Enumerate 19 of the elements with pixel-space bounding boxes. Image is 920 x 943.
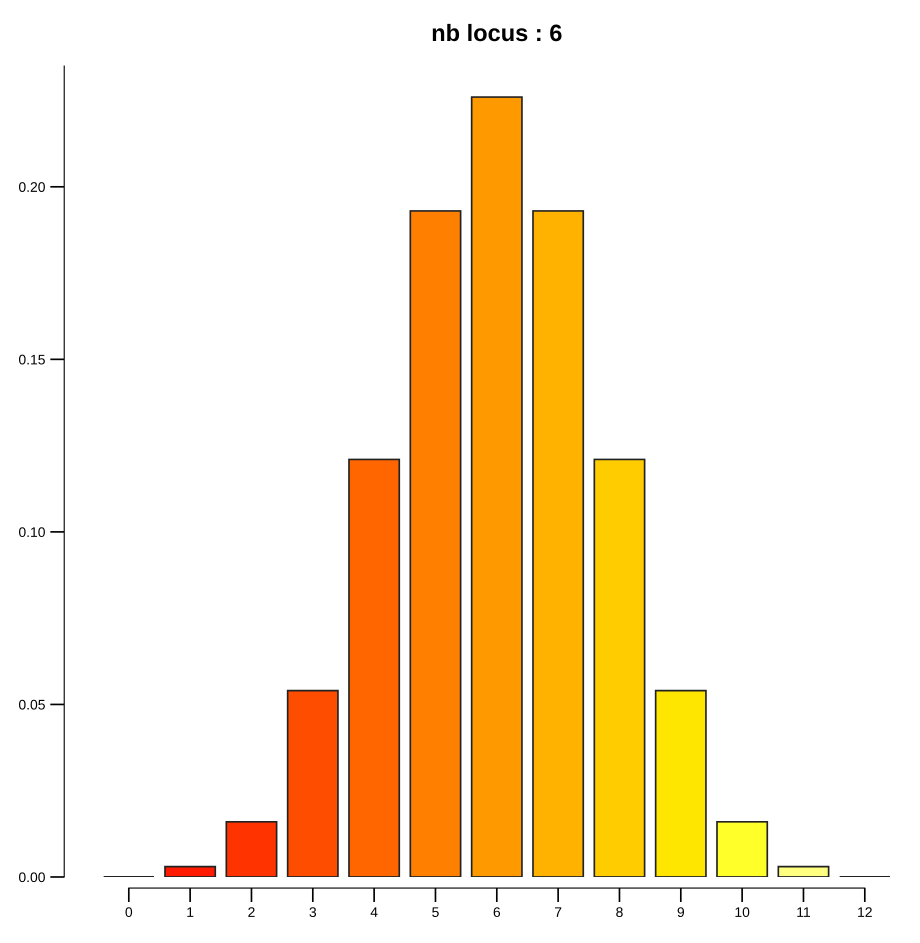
x-tick-label: 9 bbox=[678, 907, 684, 918]
y-tick-label: 0.00 bbox=[18, 872, 45, 882]
x-tick-label: 6 bbox=[494, 907, 500, 918]
x-tick-label: 0 bbox=[125, 907, 132, 918]
y-tick-label: 0.20 bbox=[18, 182, 45, 192]
y-tick-label: 0.05 bbox=[18, 700, 45, 710]
x-tick-label: 3 bbox=[309, 907, 316, 918]
y-tick-label: 0.10 bbox=[18, 527, 45, 538]
x-tick-label: 2 bbox=[248, 907, 255, 917]
x-tick-label: 11 bbox=[797, 907, 810, 917]
x-tick-label: 10 bbox=[735, 907, 750, 918]
chart-title: nb locus : 6 bbox=[432, 24, 562, 42]
x-tick-label: 4 bbox=[370, 907, 378, 917]
x-tick-label: 1 bbox=[187, 907, 194, 917]
x-tick-label: 7 bbox=[554, 907, 562, 917]
y-tick-label: 0.15 bbox=[18, 354, 45, 365]
x-tick-label: 8 bbox=[616, 907, 623, 918]
x-tick-label: 12 bbox=[858, 907, 872, 917]
x-tick-label: 5 bbox=[432, 907, 439, 918]
